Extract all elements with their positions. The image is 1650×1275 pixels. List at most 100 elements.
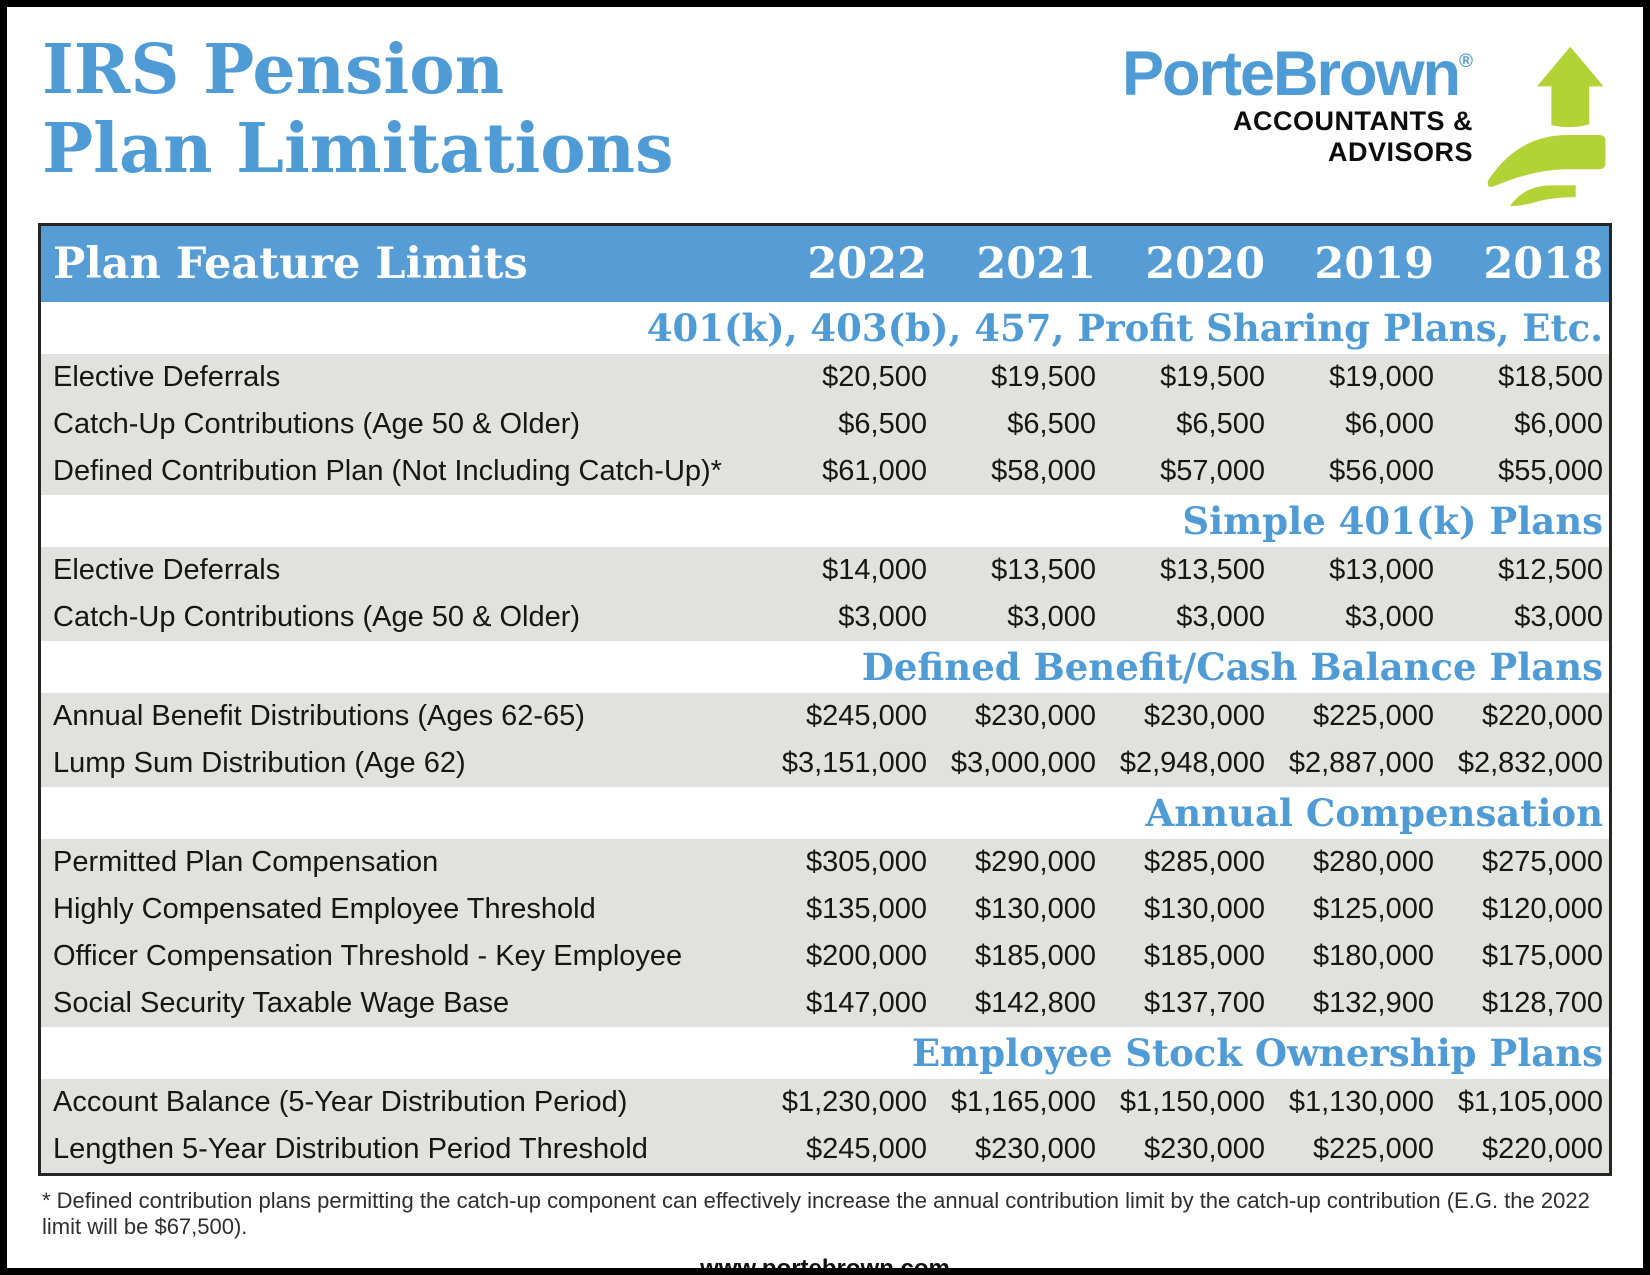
row-label: Social Security Taxable Wage Base: [53, 987, 510, 1019]
title-line-1: IRS Pension: [42, 30, 505, 110]
value-2018: $220,000: [1482, 1133, 1603, 1165]
row-label: Elective Deferrals: [53, 361, 281, 393]
value-2019: $1,130,000: [1288, 1086, 1434, 1118]
section-header-annual-compensation: Annual Compensation: [41, 787, 1609, 839]
value-2018: $275,000: [1482, 846, 1603, 878]
value-2022: $6,500: [838, 408, 927, 440]
value-2020: $230,000: [1144, 1133, 1265, 1165]
growth-arrow-icon: [1487, 46, 1606, 207]
value-2021: $230,000: [975, 700, 1096, 732]
value-2019: $132,900: [1313, 987, 1434, 1019]
row-label: Officer Compensation Threshold - Key Emp…: [53, 940, 683, 972]
value-2018: $2,832,000: [1457, 747, 1603, 779]
value-2020: $6,500: [1176, 408, 1265, 440]
section-header-401k-plans: 401(k), 403(b), 457, Profit Sharing Plan…: [41, 302, 1609, 354]
value-2019: $6,000: [1345, 408, 1434, 440]
value-2018: $12,500: [1498, 554, 1603, 586]
value-2018: $120,000: [1482, 893, 1603, 925]
value-2021: $3,000,000: [950, 747, 1096, 779]
value-2020: $137,700: [1144, 987, 1265, 1019]
row-label: Lump Sum Distribution (Age 62): [53, 747, 466, 779]
value-2022: $3,151,000: [781, 747, 927, 779]
value-2021: $142,800: [975, 987, 1096, 1019]
value-2022: $245,000: [806, 700, 927, 732]
table-row: Catch-Up Contributions (Age 50 & Older) …: [41, 401, 1609, 448]
row-label: Account Balance (5-Year Distribution Per…: [53, 1086, 628, 1118]
value-2021: $19,500: [991, 361, 1096, 393]
value-2022: $20,500: [822, 361, 927, 393]
value-2020: $1,150,000: [1119, 1086, 1265, 1118]
row-label: Annual Benefit Distributions (Ages 62-65…: [53, 700, 585, 732]
value-2022: $3,000: [838, 601, 927, 633]
table-row: Catch-Up Contributions (Age 50 & Older) …: [41, 594, 1609, 641]
table-row: Defined Contribution Plan (Not Including…: [41, 448, 1609, 495]
section-header-defined-benefit-plans: Defined Benefit/Cash Balance Plans: [41, 641, 1609, 693]
value-2018: $3,000: [1514, 601, 1603, 633]
value-2019: $2,887,000: [1288, 747, 1434, 779]
table-header-row: Plan Feature Limits 2022 2021 2020 2019 …: [41, 226, 1609, 302]
value-2022: $14,000: [822, 554, 927, 586]
value-2020: $230,000: [1144, 700, 1265, 732]
column-header-plan-feature-limits: Plan Feature Limits: [53, 239, 528, 289]
table-row: Permitted Plan Compensation $305,000 $29…: [41, 839, 1609, 886]
section-header-simple-401k-plans: Simple 401(k) Plans: [41, 495, 1609, 547]
value-2022: $147,000: [806, 987, 927, 1019]
value-2018: $128,700: [1482, 987, 1603, 1019]
value-2022: $200,000: [806, 940, 927, 972]
value-2018: $55,000: [1498, 455, 1603, 487]
value-2019: $3,000: [1345, 601, 1434, 633]
portebrown-logo: PorteBrown® ACCOUNTANTS & ADVISORS: [1122, 43, 1609, 209]
value-2020: $3,000: [1176, 601, 1265, 633]
value-2022: $1,230,000: [781, 1086, 927, 1118]
value-2021: $1,165,000: [950, 1086, 1096, 1118]
value-2018: $6,000: [1514, 408, 1603, 440]
value-2019: $280,000: [1313, 846, 1434, 878]
value-2018: $175,000: [1482, 940, 1603, 972]
value-2021: $13,500: [991, 554, 1096, 586]
table-row: Highly Compensated Employee Threshold $1…: [41, 886, 1609, 933]
value-2019: $13,000: [1329, 554, 1434, 586]
value-2022: $305,000: [806, 846, 927, 878]
value-2020: $57,000: [1160, 455, 1265, 487]
row-label: Catch-Up Contributions (Age 50 & Older): [53, 408, 581, 440]
brand-wordmark: PorteBrown: [1121, 39, 1461, 109]
plan-limits-table: Plan Feature Limits 2022 2021 2020 2019 …: [38, 223, 1612, 1176]
page-frame: IRS Pension Plan Limitations PorteBrown®…: [7, 7, 1643, 1268]
brand-name: PorteBrown®: [1122, 43, 1473, 106]
value-2019: $225,000: [1313, 1133, 1434, 1165]
value-2018: $1,105,000: [1457, 1086, 1603, 1118]
row-label: Permitted Plan Compensation: [53, 846, 439, 878]
value-2018: $220,000: [1482, 700, 1603, 732]
row-label: Highly Compensated Employee Threshold: [53, 893, 596, 925]
value-2022: $61,000: [822, 455, 927, 487]
section-header-esop: Employee Stock Ownership Plans: [41, 1027, 1609, 1079]
page-header: IRS Pension Plan Limitations PorteBrown®…: [7, 7, 1643, 209]
table-row: Officer Compensation Threshold - Key Emp…: [41, 933, 1609, 980]
row-label: Defined Contribution Plan (Not Including…: [53, 455, 722, 487]
column-header-year-2020: 2020: [1145, 239, 1265, 289]
title-line-2: Plan Limitations: [42, 108, 674, 189]
table-row: Social Security Taxable Wage Base $147,0…: [41, 980, 1609, 1027]
table-row: Elective Deferrals $20,500 $19,500 $19,5…: [41, 354, 1609, 401]
footnote: * Defined contribution plans permitting …: [42, 1188, 1590, 1239]
value-2021: $290,000: [975, 846, 1096, 878]
column-header-year-2019: 2019: [1314, 239, 1434, 289]
value-2021: $58,000: [991, 455, 1096, 487]
value-2019: $56,000: [1329, 455, 1434, 487]
registered-mark: ®: [1459, 51, 1473, 72]
tagline-line-1: ACCOUNTANTS &: [1233, 106, 1473, 136]
logo-text: PorteBrown® ACCOUNTANTS & ADVISORS: [1122, 43, 1473, 168]
value-2019: $19,000: [1329, 361, 1434, 393]
value-2021: $6,500: [1007, 408, 1096, 440]
table-row: Lengthen 5-Year Distribution Period Thre…: [41, 1126, 1609, 1173]
value-2020: $2,948,000: [1119, 747, 1265, 779]
value-2020: $19,500: [1160, 361, 1265, 393]
value-2020: $185,000: [1144, 940, 1265, 972]
value-2022: $245,000: [806, 1133, 927, 1165]
table-row: Elective Deferrals $14,000 $13,500 $13,5…: [41, 547, 1609, 594]
value-2019: $125,000: [1313, 893, 1434, 925]
row-label: Elective Deferrals: [53, 554, 281, 586]
value-2021: $230,000: [975, 1133, 1096, 1165]
column-header-year-2022: 2022: [807, 239, 927, 289]
value-2020: $13,500: [1160, 554, 1265, 586]
